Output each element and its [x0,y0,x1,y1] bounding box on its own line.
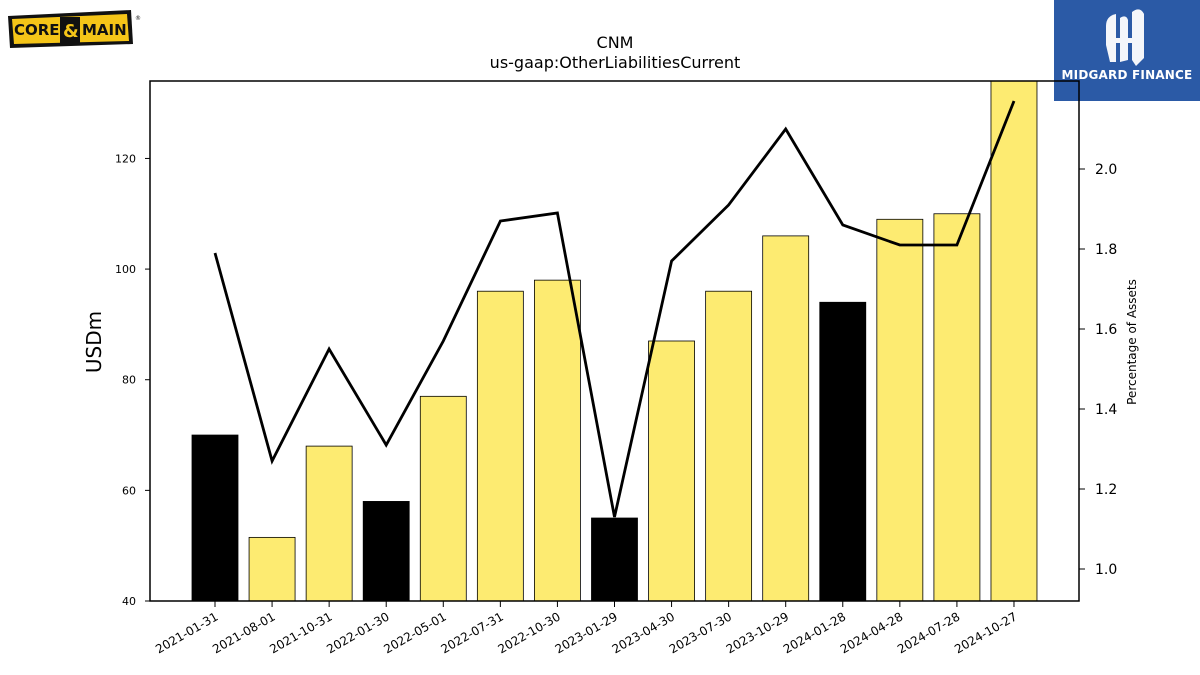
x-tick-label: 2022-01-30 [324,609,391,656]
bar-2021-10-31 [305,445,353,602]
bar-2022-05-01 [419,395,467,602]
x-tick-label: 2024-04-28 [838,609,905,656]
y-axis-label: USDm [82,311,106,373]
y-tick-label: 60 [122,484,136,497]
midgard-finance-label: MIDGARD FINANCE [1061,68,1193,82]
y2-tick-label: 2.0 [1095,162,1117,178]
bar-2023-07-30 [705,290,753,602]
x-tick-label: 2022-10-30 [496,609,563,656]
chart-subtitle: us-gaap:OtherLiabilitiesCurrent [490,53,741,72]
svg-text:CORE: CORE [14,21,60,39]
x-tick-label: 2024-07-28 [895,609,962,656]
bar-2022-07-31 [476,290,524,602]
y2-axis-label: Percentage of Assets [1125,279,1139,405]
svg-text:®: ® [135,15,141,22]
core-main-logo: CORE & MAIN ® [6,6,142,52]
bar-2023-04-30 [648,340,695,602]
x-tick-label: 2022-07-31 [438,609,505,656]
y2-tick-label: 1.2 [1095,482,1117,498]
y2-tick-label: 1.4 [1095,402,1117,418]
bar-2024-01-28 [819,301,867,602]
y2-tick-label: 1.6 [1095,322,1117,338]
x-tick-label: 2021-01-31 [153,609,220,656]
svg-text:MAIN: MAIN [82,21,127,39]
x-tick-label: 2022-05-01 [381,609,448,656]
bar-series [191,80,1038,602]
y-tick-label: 40 [122,595,136,608]
line-series [213,100,1016,518]
x-tick-label: 2023-01-29 [553,609,620,656]
bar-2022-10-30 [534,279,581,602]
x-tick-label: 2023-07-30 [667,609,734,656]
x-tick-label: 2021-08-01 [210,609,277,656]
percentage-line [213,100,1016,518]
bar-2022-01-30 [362,501,410,602]
x-tick-label: 2024-10-27 [952,609,1019,656]
x-tick-label: 2024-01-28 [781,609,848,656]
bar-2023-10-29 [762,235,810,602]
x-tick-label: 2023-10-29 [724,609,791,656]
chart-title: CNM [597,33,634,52]
y-tick-label: 120 [115,152,136,165]
bar-2023-01-29 [591,517,638,602]
y2-tick-label: 1.8 [1095,242,1117,258]
bar-2021-01-31 [191,434,239,602]
bar-2024-07-28 [933,213,981,602]
bar-2021-08-01 [248,536,296,602]
bar-2024-04-28 [876,218,924,602]
y-tick-label: 100 [115,263,136,276]
x-tick-label: 2023-04-30 [610,609,677,656]
y2-tick-label: 1.0 [1095,562,1117,578]
svg-text:&: & [63,21,79,42]
y-tick-label: 80 [122,374,136,387]
x-tick-label: 2021-10-31 [267,609,334,656]
bar-2024-10-27 [990,80,1038,602]
